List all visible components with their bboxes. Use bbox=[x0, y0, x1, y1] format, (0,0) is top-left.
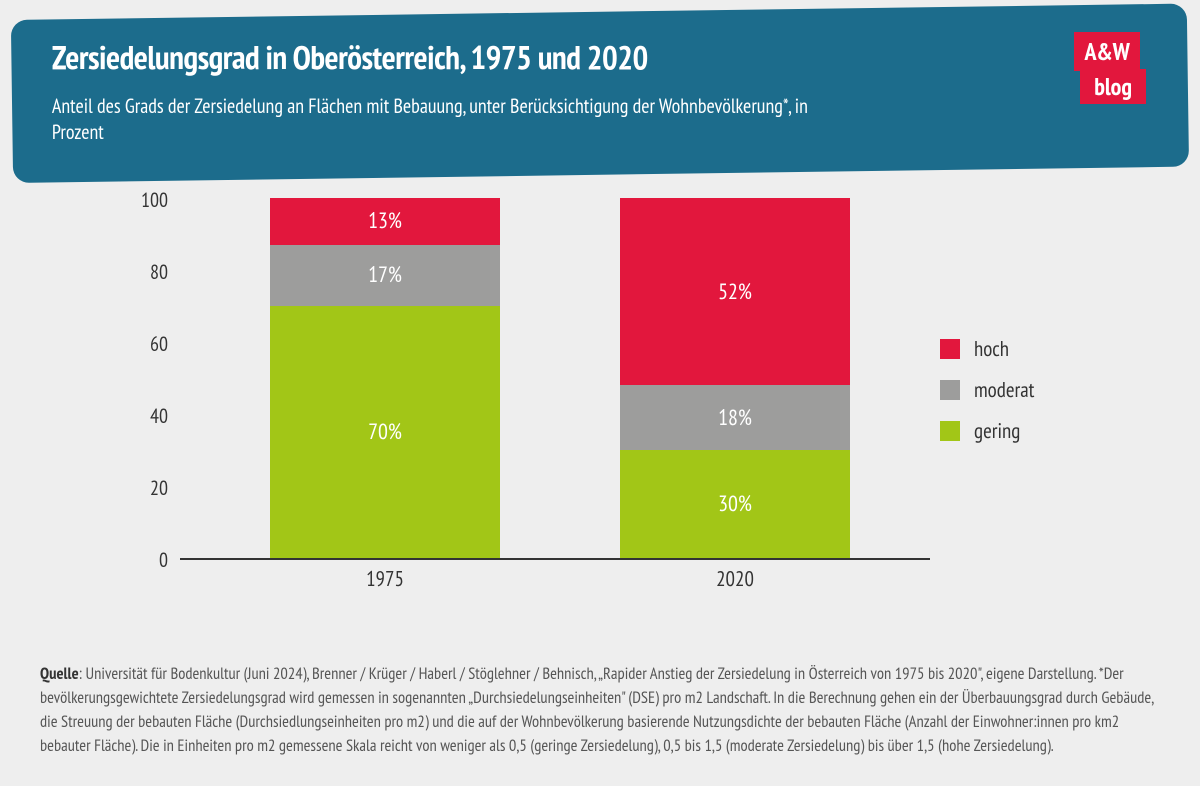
bar-segment-hoch: 13% bbox=[270, 198, 500, 245]
bar-segment-hoch: 52% bbox=[620, 198, 850, 385]
bar-segment-gering: 70% bbox=[270, 306, 500, 558]
logo: A&W blog bbox=[1074, 32, 1140, 104]
footnote-label: Quelle bbox=[40, 662, 79, 684]
chart-subtitle: Anteil des Grads der Zersiedelung an Flä… bbox=[52, 93, 832, 145]
legend-swatch bbox=[940, 339, 960, 359]
source-footnote: Quelle: Universität für Bodenkultur (Jun… bbox=[40, 662, 1160, 758]
x-axis-label: 1975 bbox=[270, 565, 500, 592]
y-tick-label: 100 bbox=[141, 187, 168, 213]
bar-segment-gering: 30% bbox=[620, 450, 850, 558]
bar: 52%18%30% bbox=[620, 198, 850, 558]
plot-region: 13%17%70% 52%18%30% bbox=[180, 200, 930, 560]
bar: 13%17%70% bbox=[270, 198, 500, 558]
legend-label: gering bbox=[974, 417, 1020, 444]
footnote-text: : Universität für Bodenkultur (Juni 2024… bbox=[40, 662, 1153, 756]
y-tick-label: 0 bbox=[159, 547, 168, 573]
bar-segment-moderat: 18% bbox=[620, 385, 850, 450]
logo-text-top: A&W bbox=[1074, 32, 1139, 71]
legend-label: moderat bbox=[974, 376, 1034, 403]
bar-segment-moderat: 17% bbox=[270, 245, 500, 306]
chart-area: 020406080100 13%17%70%52%18%30% 19752020 bbox=[120, 200, 930, 590]
legend-item-hoch: hoch bbox=[940, 335, 1120, 362]
legend-item-gering: gering bbox=[940, 417, 1120, 444]
header-banner: Zersiedelungsgrad in Oberösterreich, 197… bbox=[11, 4, 1189, 183]
legend-item-moderat: moderat bbox=[940, 376, 1120, 403]
y-axis: 020406080100 bbox=[120, 200, 180, 560]
y-tick-label: 60 bbox=[150, 331, 168, 357]
y-tick-label: 20 bbox=[150, 475, 168, 501]
legend-swatch bbox=[940, 380, 960, 400]
logo-text-bottom: blog bbox=[1080, 69, 1146, 104]
legend-label: hoch bbox=[974, 335, 1009, 362]
legend: hoch moderat gering bbox=[940, 335, 1120, 458]
y-tick-label: 40 bbox=[150, 403, 168, 429]
y-tick-label: 80 bbox=[150, 259, 168, 285]
x-axis-label: 2020 bbox=[620, 565, 850, 592]
legend-swatch bbox=[940, 421, 960, 441]
chart-title: Zersiedelungsgrad in Oberösterreich, 197… bbox=[52, 36, 1148, 79]
